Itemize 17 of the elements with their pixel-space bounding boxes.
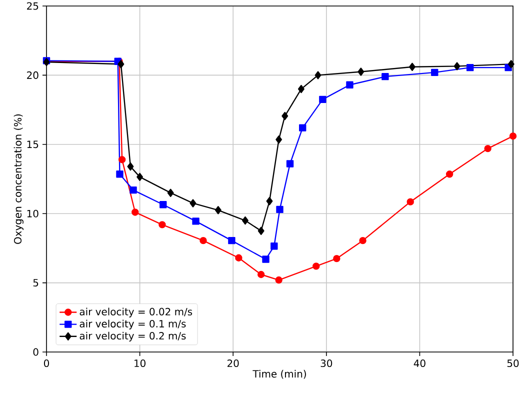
y-tick-label: 0 [33, 348, 38, 356]
x-tick-label: 10 [134, 360, 146, 368]
x-tick-label: 0 [44, 360, 50, 368]
x-tick-label: 40 [414, 360, 426, 368]
y-tick-label: 20 [27, 71, 38, 79]
x-axis-title: Time (min) [252, 370, 306, 379]
y-tick-label: 25 [27, 2, 38, 10]
x-tick-label: 20 [227, 360, 239, 368]
y-tick-label: 5 [33, 279, 38, 286]
y-tick-label: 10 [27, 210, 38, 218]
legend-label: air velocity = 0.02 m/s [80, 308, 192, 318]
legend-label: air velocity = 0.1 m/s [80, 320, 186, 330]
x-tick-label: 50 [507, 360, 519, 368]
y-tick-label: 15 [27, 140, 38, 148]
x-tick-label: 30 [320, 360, 332, 368]
legend-label: air velocity = 0.2 m/s [80, 332, 186, 342]
y-axis-title: Oxygen concentration (%) [14, 114, 24, 244]
